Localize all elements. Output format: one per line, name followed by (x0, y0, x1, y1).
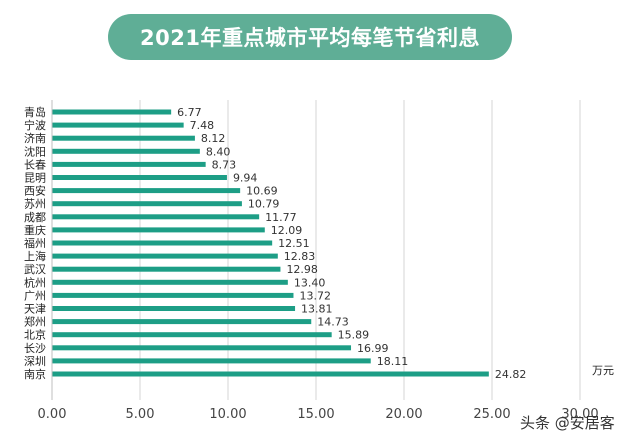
data-label: 12.83 (284, 250, 316, 263)
bar (52, 148, 200, 154)
category-label: 广州 (24, 289, 46, 302)
x-tick-label: 30.00 (561, 407, 598, 422)
data-label: 12.09 (271, 224, 303, 237)
data-label: 16.99 (357, 342, 389, 355)
bar (52, 266, 281, 272)
bar (52, 161, 206, 167)
category-label: 长沙 (24, 342, 46, 355)
category-label: 南京 (24, 367, 46, 381)
data-label: 7.48 (190, 119, 215, 132)
bar (52, 227, 265, 233)
bar (52, 188, 241, 194)
data-label: 12.98 (286, 263, 318, 276)
bar (52, 175, 227, 180)
bar (52, 332, 332, 338)
x-tick-label: 15.00 (297, 407, 334, 422)
category-label: 杭州 (24, 275, 46, 289)
data-label: 18.11 (377, 355, 409, 368)
category-label: 宁波 (24, 118, 46, 132)
watermark: 头条 @安居客 (520, 414, 615, 432)
category-label: 北京 (24, 328, 46, 342)
data-label: 13.40 (294, 276, 326, 289)
data-label: 15.89 (338, 329, 370, 342)
bar (52, 214, 260, 220)
data-label: 10.79 (248, 198, 279, 211)
category-label: 昆明 (24, 172, 46, 185)
data-label: 13.81 (301, 303, 333, 316)
data-label: 9.94 (233, 172, 258, 185)
unit-label: 万元 (592, 364, 614, 377)
category-label: 福州 (24, 236, 46, 250)
bar (52, 371, 489, 377)
data-label: 13.72 (299, 289, 331, 302)
bar (52, 306, 296, 311)
x-tick-label: 25.00 (473, 407, 510, 422)
category-label: 重庆 (24, 223, 46, 237)
data-label: 8.40 (206, 145, 231, 158)
bar (52, 240, 273, 246)
bar (52, 253, 278, 259)
data-label: 12.51 (278, 237, 310, 250)
bar (52, 319, 312, 325)
category-label: 长春 (24, 158, 46, 171)
data-label: 10.69 (246, 185, 277, 198)
category-label: 深圳 (24, 355, 46, 368)
category-label: 济南 (24, 131, 46, 145)
bar (52, 358, 371, 364)
data-label: 8.12 (201, 132, 226, 145)
bar (52, 122, 184, 128)
x-tick-label: 0.00 (38, 407, 67, 422)
category-label: 西安 (24, 184, 46, 198)
bar (52, 109, 172, 115)
category-label: 成都 (24, 211, 46, 224)
bar (52, 201, 242, 207)
x-tick-label: 5.00 (126, 407, 155, 422)
data-label: 14.73 (317, 316, 349, 329)
bar (52, 279, 288, 285)
bar (52, 135, 195, 141)
category-label: 青岛 (24, 105, 46, 119)
category-label: 武汉 (24, 263, 46, 276)
category-label: 上海 (24, 249, 46, 263)
data-label: 11.77 (265, 211, 297, 224)
category-label: 苏州 (24, 198, 46, 211)
x-tick-label: 10.00 (209, 407, 246, 422)
data-label: 24.82 (495, 368, 527, 381)
category-label: 郑州 (24, 315, 46, 329)
category-label: 沈阳 (24, 144, 46, 158)
chart-title: 2021年重点城市平均每笔节省利息 (108, 14, 512, 60)
category-label: 天津 (24, 303, 46, 316)
x-tick-label: 20.00 (385, 407, 422, 422)
data-label: 8.73 (212, 158, 237, 171)
bar (52, 345, 352, 351)
data-label: 6.77 (177, 106, 202, 119)
bar (52, 292, 294, 298)
